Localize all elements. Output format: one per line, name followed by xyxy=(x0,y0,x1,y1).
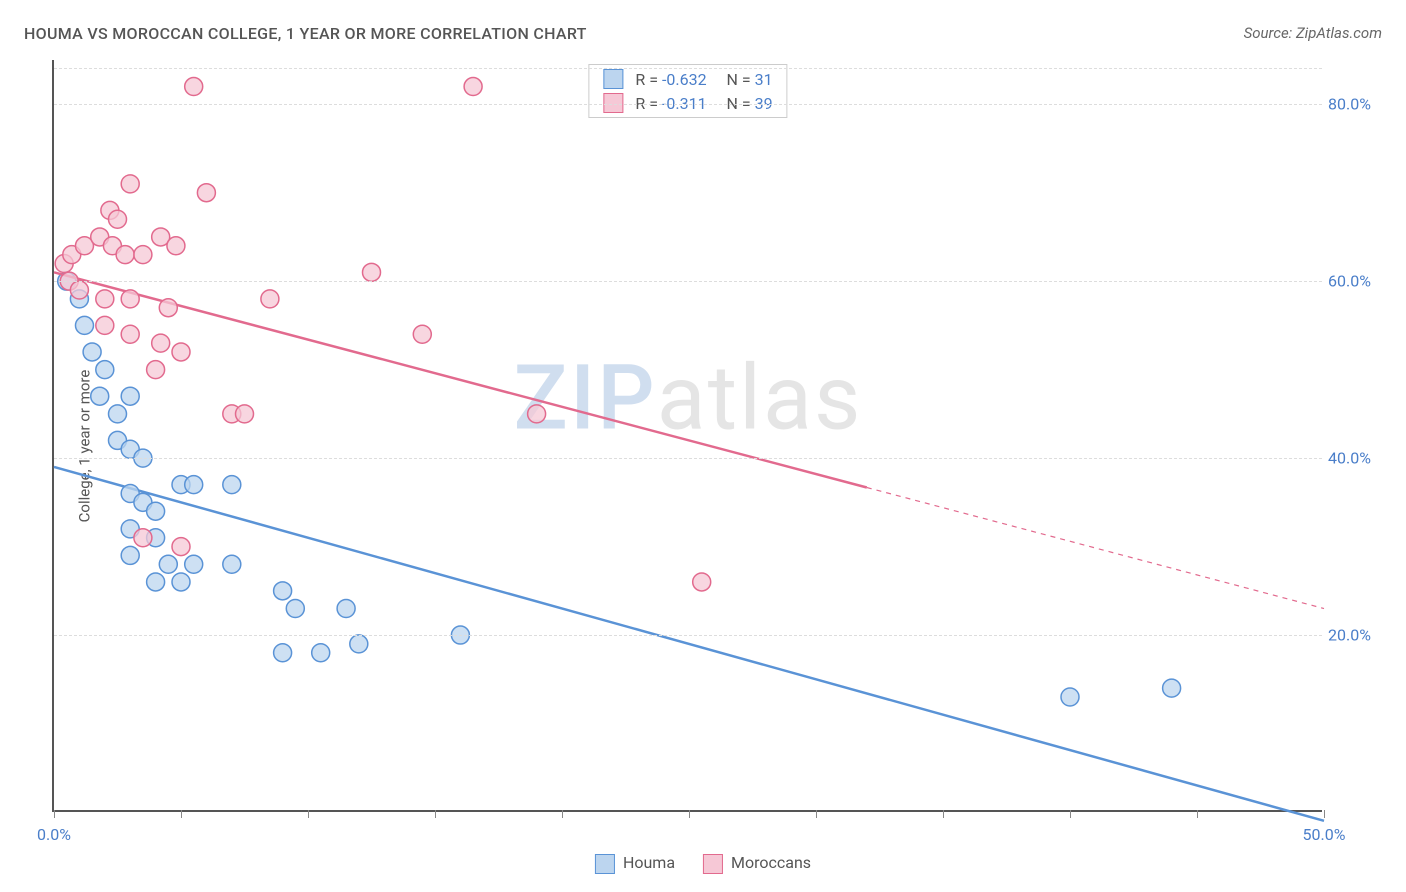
legend-item: Moroccans xyxy=(703,853,811,874)
x-tick xyxy=(562,810,563,818)
x-tick xyxy=(689,810,690,818)
legend-row: R = -0.311 N = 39 xyxy=(603,93,772,113)
x-tick xyxy=(308,810,309,818)
x-tick xyxy=(1324,810,1325,818)
y-tick-label: 60.0% xyxy=(1328,272,1398,291)
legend-swatch xyxy=(703,854,723,874)
x-tick xyxy=(943,810,944,818)
gridline xyxy=(54,104,1322,105)
legend-n: N = 39 xyxy=(719,94,773,113)
legend-r: R = -0.311 xyxy=(635,94,706,113)
gridline xyxy=(54,281,1322,282)
x-tick-label: 50.0% xyxy=(1303,825,1346,844)
legend-n: N = 31 xyxy=(719,70,773,89)
x-tick xyxy=(181,810,182,818)
x-tick-label: 0.0% xyxy=(37,825,71,844)
scatter-svg xyxy=(54,60,1322,810)
gridline xyxy=(54,68,1322,69)
correlation-legend: R = -0.632 N = 31 R = -0.311 N = 39 xyxy=(588,64,787,118)
x-tick xyxy=(1070,810,1071,818)
y-tick-label: 40.0% xyxy=(1328,449,1398,468)
source-label: Source: ZipAtlas.com xyxy=(1244,24,1382,42)
y-tick-label: 20.0% xyxy=(1328,626,1398,645)
gridline xyxy=(54,635,1322,636)
legend-r: R = -0.632 xyxy=(635,70,706,89)
legend-swatch xyxy=(595,854,615,874)
x-tick xyxy=(1197,810,1198,818)
legend-row: R = -0.632 N = 31 xyxy=(603,69,772,89)
legend-swatch xyxy=(603,93,623,113)
x-tick xyxy=(816,810,817,818)
gridline xyxy=(54,458,1322,459)
chart-title: HOUMA VS MOROCCAN COLLEGE, 1 YEAR OR MOR… xyxy=(24,24,587,43)
legend-item: Houma xyxy=(595,853,675,874)
x-tick xyxy=(54,810,55,818)
legend-swatch xyxy=(603,69,623,89)
series-legend: Houma Moroccans xyxy=(595,853,811,874)
x-tick xyxy=(435,810,436,818)
plot-area: ZIPatlas R = -0.632 N = 31R = -0.311 N =… xyxy=(52,60,1322,812)
y-tick-label: 80.0% xyxy=(1328,95,1398,114)
